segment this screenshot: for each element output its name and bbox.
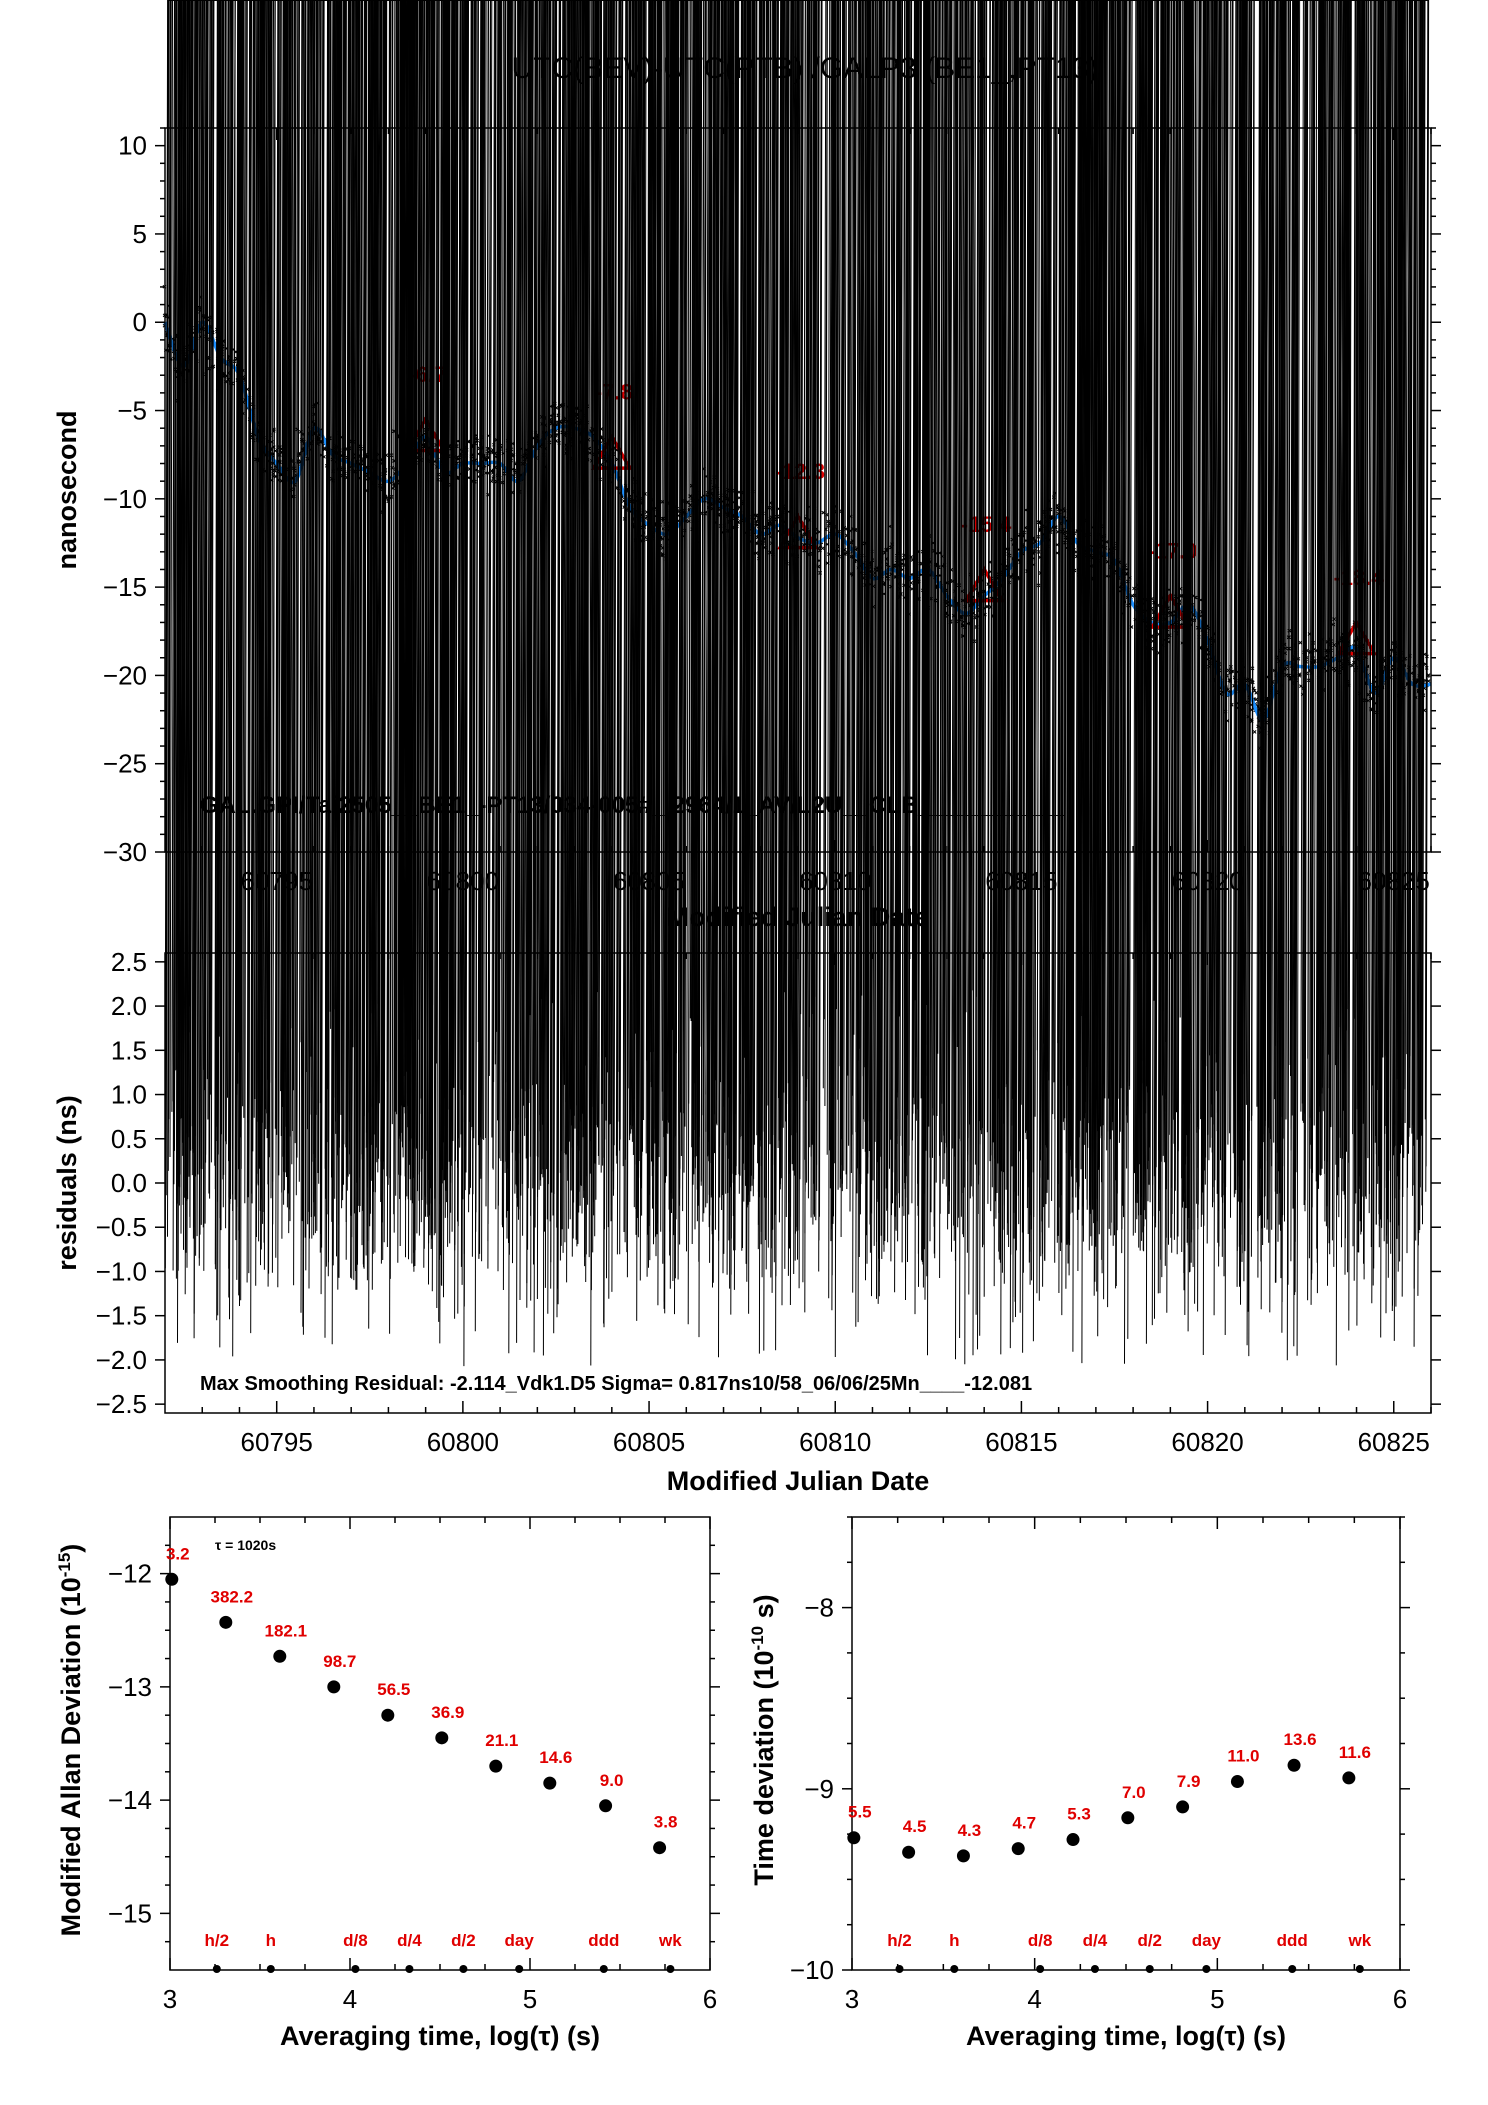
data-point — [510, 467, 515, 472]
data-point — [1426, 679, 1431, 683]
residual-points — [165, 1, 1429, 1369]
y-tick-label: 0 — [133, 307, 147, 337]
data-point — [1230, 669, 1235, 674]
data-point — [824, 512, 829, 517]
data-point — [1191, 594, 1196, 598]
y-tick-label: −30 — [103, 837, 147, 867]
data-point — [1105, 559, 1110, 564]
y-tick-label: −20 — [103, 660, 147, 690]
data-point — [1254, 697, 1258, 702]
data-point — [1252, 730, 1257, 734]
data-point — [587, 451, 592, 455]
data-point — [500, 480, 505, 485]
data-point — [1132, 593, 1137, 598]
data-point — [1298, 640, 1303, 645]
x-tick-label: 60795 — [241, 1427, 313, 1457]
data-point — [578, 421, 583, 426]
data-point — [1168, 613, 1173, 617]
y-tick-label: 10 — [118, 131, 147, 161]
data-point — [643, 516, 648, 521]
y-tick-label: 5 — [133, 219, 147, 249]
data-point — [1284, 673, 1288, 677]
y-tick-label: −10 — [103, 484, 147, 514]
data-point — [486, 455, 490, 460]
y-tick-label: −15 — [103, 572, 147, 602]
data-point — [873, 571, 877, 575]
data-point — [1299, 684, 1303, 688]
time-series-y-label: nanosecond — [52, 410, 82, 569]
data-point — [951, 613, 956, 618]
residuals-panel: 60795 60800 60805 60810 60815 60820 608252.52.… — [52, 1, 1441, 1496]
data-point — [821, 510, 826, 515]
data-point — [820, 546, 825, 551]
data-point — [559, 404, 564, 409]
y-tick-label: −25 — [103, 749, 147, 779]
data-point — [1229, 702, 1234, 707]
data-point — [1032, 549, 1037, 553]
data-point — [1007, 553, 1012, 558]
data-point — [910, 587, 914, 591]
y-tick-label: −5 — [117, 396, 147, 426]
data-point — [989, 605, 993, 609]
data-point — [1133, 617, 1138, 622]
